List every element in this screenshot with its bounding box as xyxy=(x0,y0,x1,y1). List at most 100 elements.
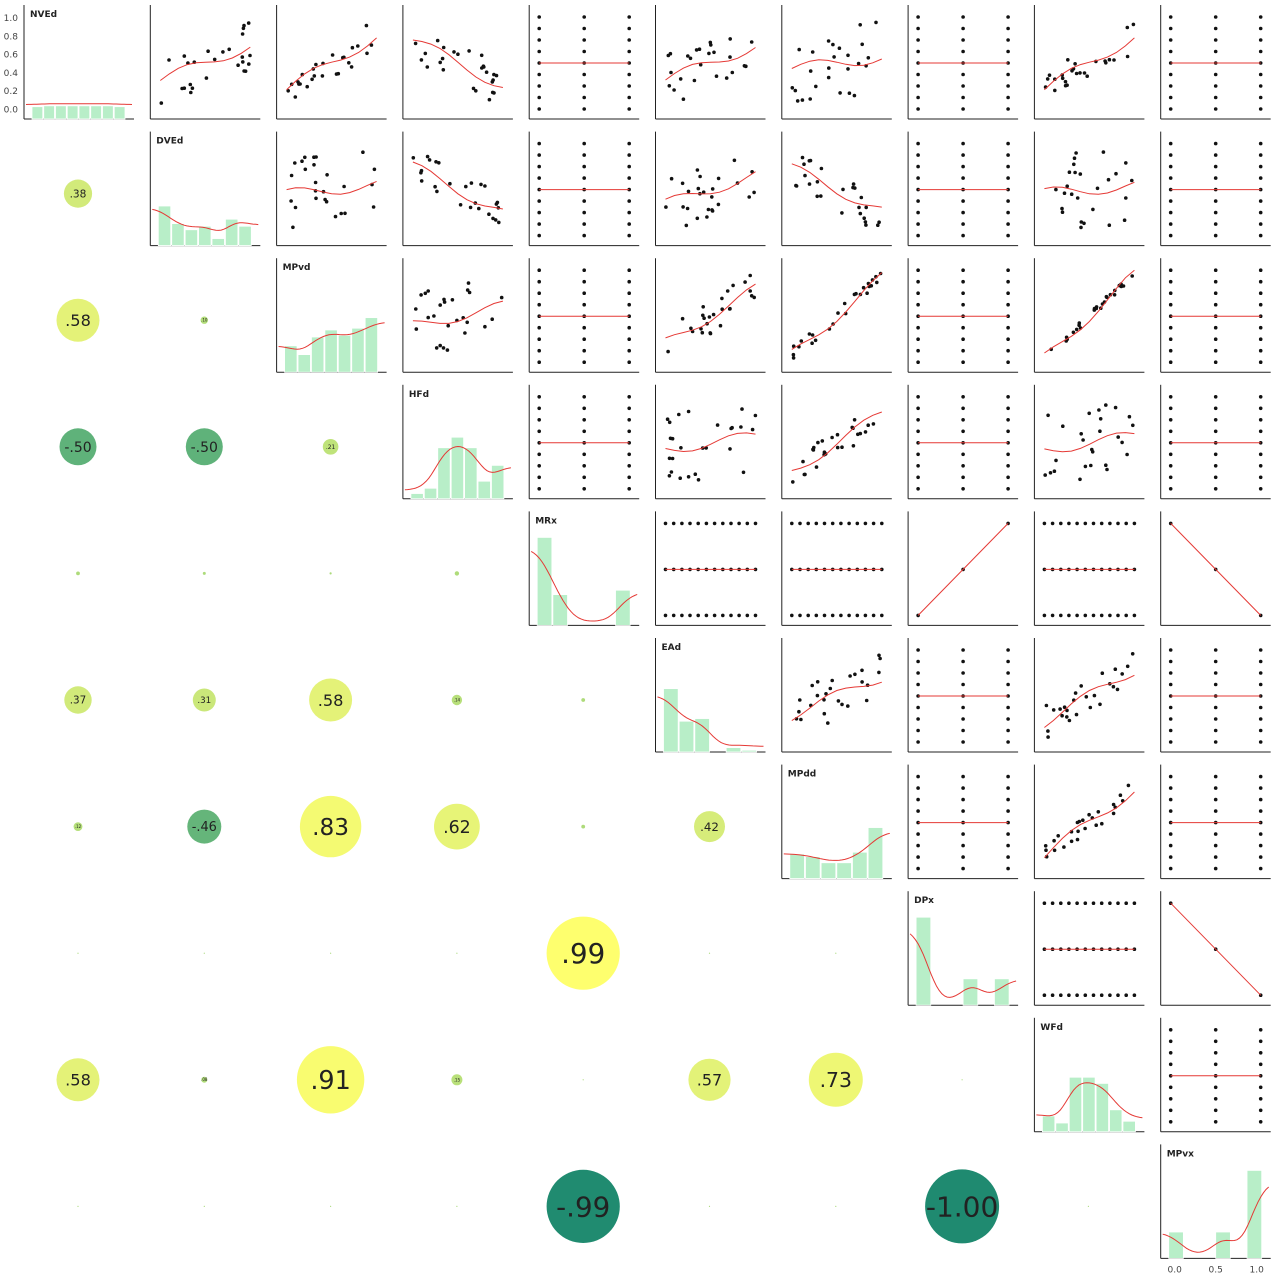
scatter-point xyxy=(721,613,725,618)
scatter-point xyxy=(730,70,735,75)
scatter-point xyxy=(667,84,672,88)
scatter-point xyxy=(916,682,920,687)
histogram-bar xyxy=(915,916,932,1006)
scatter-point xyxy=(537,95,541,100)
scatter-point xyxy=(1111,802,1116,807)
fit-line xyxy=(791,58,882,69)
y-tick-label: 1.0 xyxy=(4,14,19,24)
scatter-point xyxy=(1114,171,1118,176)
scatter-point xyxy=(916,222,920,226)
scatter-point xyxy=(961,199,965,203)
scatter-point xyxy=(750,427,755,432)
scatter-point xyxy=(1258,337,1263,342)
scatter-point xyxy=(1074,71,1079,76)
scatter-point xyxy=(830,435,834,440)
scatter-point xyxy=(582,325,586,330)
scatter-point xyxy=(1050,521,1055,526)
y-tick-label: 0.6 xyxy=(4,51,19,61)
correlation-label: -.50 xyxy=(191,440,218,456)
scatter-point xyxy=(1104,61,1108,65)
scatter-point xyxy=(916,487,920,491)
scatter-point xyxy=(1107,57,1112,62)
scatter-point xyxy=(961,210,965,215)
scatter-point xyxy=(1213,1120,1218,1124)
scatter-point xyxy=(347,61,351,65)
scatter-point xyxy=(627,176,631,180)
scatter-point xyxy=(1067,718,1072,723)
scatter-point xyxy=(808,97,812,101)
correlation-circle xyxy=(203,1205,205,1207)
scatter-point xyxy=(582,418,586,422)
scatter-point xyxy=(1088,705,1093,710)
scatter-point xyxy=(1168,1097,1173,1101)
scatter-point xyxy=(678,476,682,481)
scatter-point xyxy=(537,210,541,215)
scatter-point xyxy=(916,279,920,284)
scatter-point xyxy=(310,77,314,82)
scatter-point xyxy=(1213,38,1218,42)
scatter-point xyxy=(1258,717,1263,721)
panel-NVEd-NVEd: NVEd 1.0 0.8 0.6 0.4 0.2 0.0 xyxy=(4,5,134,120)
scatter-point xyxy=(1099,613,1104,618)
scatter-point xyxy=(916,268,920,273)
scatter-point xyxy=(681,205,685,209)
scatter-point xyxy=(1213,429,1218,434)
scatter-point xyxy=(1124,993,1128,997)
scatter-point xyxy=(1213,222,1218,226)
scatter-point xyxy=(1213,797,1218,802)
correlation-label: -.46 xyxy=(192,820,217,835)
panel-MPdd-NVEd: .12 xyxy=(73,822,83,831)
scatter-point xyxy=(582,233,586,238)
panel-HFd-MPvd: .21 xyxy=(322,439,339,455)
scatter-point xyxy=(1168,107,1173,111)
scatter-point xyxy=(1213,153,1218,157)
scatter-point xyxy=(863,521,868,526)
scatter-point xyxy=(699,327,703,331)
scatter-point xyxy=(1081,438,1085,442)
scatter-point xyxy=(1124,521,1128,526)
scatter-point xyxy=(1168,302,1173,307)
scatter-point xyxy=(1258,1039,1263,1044)
scatter-point xyxy=(1042,901,1047,905)
scatter-point xyxy=(1006,337,1010,342)
scatter-point xyxy=(1043,473,1047,477)
scatter-point xyxy=(961,268,965,273)
histogram-bar xyxy=(867,827,884,879)
scatter-point xyxy=(1124,196,1128,200)
scatter-point xyxy=(835,432,840,437)
scatter-point xyxy=(206,49,210,53)
panel-MRx-DPx xyxy=(907,511,1019,626)
scatter-point xyxy=(474,89,478,93)
scatter-point xyxy=(961,153,965,157)
scatter-point xyxy=(627,141,631,146)
variable-name-DPx: DPx xyxy=(914,896,934,906)
scatter-point xyxy=(1052,469,1057,474)
scatter-point xyxy=(582,72,586,77)
scatter-point xyxy=(1130,652,1135,656)
scatter-point xyxy=(864,205,868,210)
scatter-point xyxy=(1213,141,1218,146)
scatter-point xyxy=(465,288,470,292)
scatter-point xyxy=(582,15,586,19)
scatter-point xyxy=(435,189,439,194)
correlation-label: .57 xyxy=(697,1071,722,1090)
scatter-point xyxy=(1063,79,1068,84)
scatter-point xyxy=(1099,901,1104,905)
scatter-point xyxy=(916,648,920,652)
scatter-point xyxy=(725,289,730,293)
y-tick-label: 0.2 xyxy=(4,87,18,97)
scatter-point xyxy=(1168,717,1173,721)
scatter-point xyxy=(793,88,798,93)
scatter-point xyxy=(1067,613,1071,618)
scatter-point xyxy=(1116,993,1120,997)
histogram-bar xyxy=(437,447,451,500)
scatter-point xyxy=(491,78,495,82)
scatter-point xyxy=(1058,707,1062,711)
scatter-point xyxy=(1213,1028,1218,1032)
scatter-point xyxy=(671,613,676,618)
scatter-point xyxy=(1213,268,1218,273)
scatter-point xyxy=(728,447,732,451)
scatter-point xyxy=(582,38,586,42)
scatter-point xyxy=(1168,1120,1173,1124)
scatter-point xyxy=(1108,521,1112,526)
